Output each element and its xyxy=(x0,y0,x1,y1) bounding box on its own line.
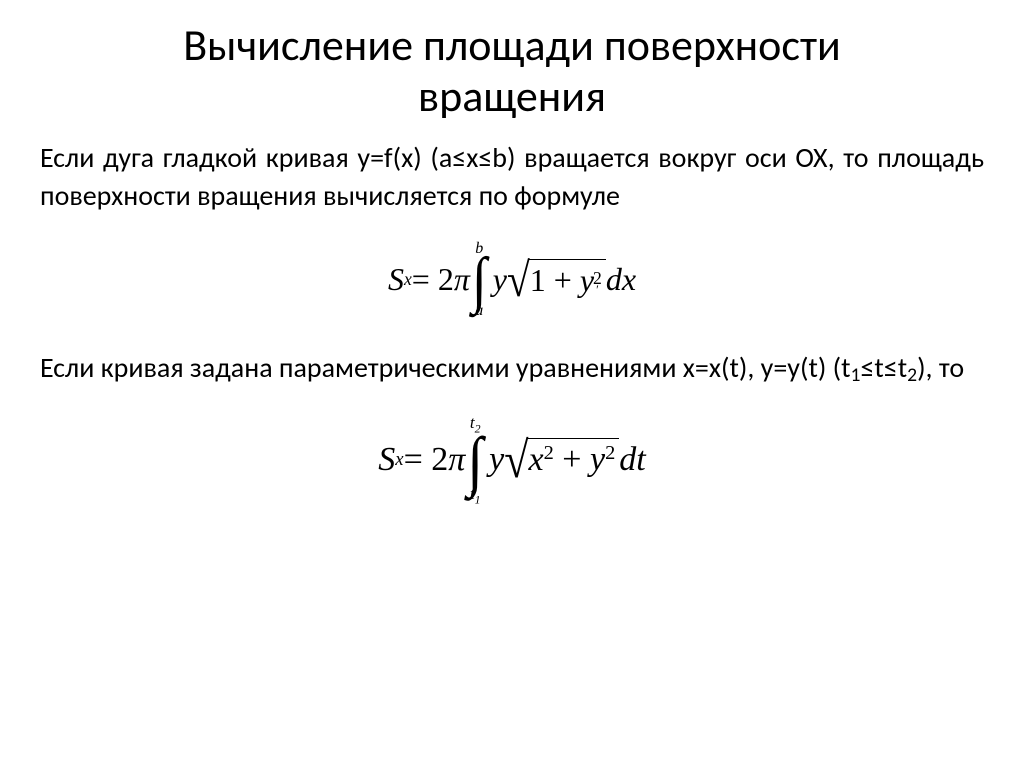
p2-sub2: 2 xyxy=(907,363,917,387)
f2-eq: = 2 xyxy=(404,441,449,479)
f2-pi: π xyxy=(448,441,465,479)
formula-1: S x = 2 π b ∫ a y √ 1 + y2′ dx xyxy=(40,241,984,319)
f2-rad-y: y xyxy=(590,441,605,478)
f2-rad-ysup: 2 xyxy=(605,442,615,464)
f2-rad-xsup: 2 xyxy=(544,442,554,464)
page-title: Вычисление площади поверхности вращения xyxy=(40,20,984,121)
f2-S-sub: x xyxy=(395,449,403,471)
f1-y: y xyxy=(493,261,507,298)
integral-icon: ∫ xyxy=(467,432,483,488)
f2-S: S xyxy=(378,441,395,479)
f2-sqrt: √ x2 + y2 xyxy=(504,438,619,482)
f2-radicand: x2 + y2 xyxy=(527,438,620,482)
f1-rad-prime: ′ xyxy=(593,285,602,296)
f2-rad-x: x xyxy=(529,441,544,478)
title-line-1: Вычисление площади поверхности xyxy=(183,18,841,72)
f1-rad-supsub: 2′ xyxy=(593,271,602,296)
f1-S: S xyxy=(388,261,404,298)
p2-part3: ), то xyxy=(917,350,964,385)
formula-2: S x = 2 π t2 ∫ t1 y √ x2 + y2 dt xyxy=(40,414,984,506)
integral-icon: ∫ xyxy=(472,253,487,306)
p2-sub1: 1 xyxy=(851,363,861,387)
f1-rad-1: 1 + xyxy=(530,262,580,298)
f2-y: y xyxy=(489,441,504,479)
p2-part2: ≤t≤t xyxy=(860,350,907,385)
f1-sqrt: √ 1 + y2′ xyxy=(507,259,606,301)
radical-icon: √ xyxy=(504,436,528,487)
f1-integral: b ∫ a xyxy=(472,241,487,319)
f1-radicand: 1 + y2′ xyxy=(528,259,606,301)
f1-eq: = 2 xyxy=(412,261,454,298)
slide: Вычисление площади поверхности вращения … xyxy=(0,0,1024,767)
title-line-2: вращения xyxy=(418,69,606,123)
f1-dx: dx xyxy=(606,261,636,298)
f2-dt: dt xyxy=(619,441,645,479)
f1-rad-y: y xyxy=(580,262,594,298)
paragraph-2: Если кривая задана параметрическими урав… xyxy=(40,349,984,388)
formula-1-inner: S x = 2 π b ∫ a y √ 1 + y2′ dx xyxy=(388,241,636,319)
f1-pi: π xyxy=(454,261,470,298)
formula-2-inner: S x = 2 π t2 ∫ t1 y √ x2 + y2 dt xyxy=(378,414,645,506)
paragraph-1: Если дуга гладкой кривая y=f(x) (a≤x≤b) … xyxy=(40,139,984,215)
f2-rad-plus: + xyxy=(554,441,590,478)
f2-integral: t2 ∫ t1 xyxy=(467,414,483,506)
f1-S-sub: x xyxy=(404,269,412,290)
radical-icon: √ xyxy=(507,257,530,305)
p2-part1: Если кривая задана параметрическими урав… xyxy=(40,350,851,385)
